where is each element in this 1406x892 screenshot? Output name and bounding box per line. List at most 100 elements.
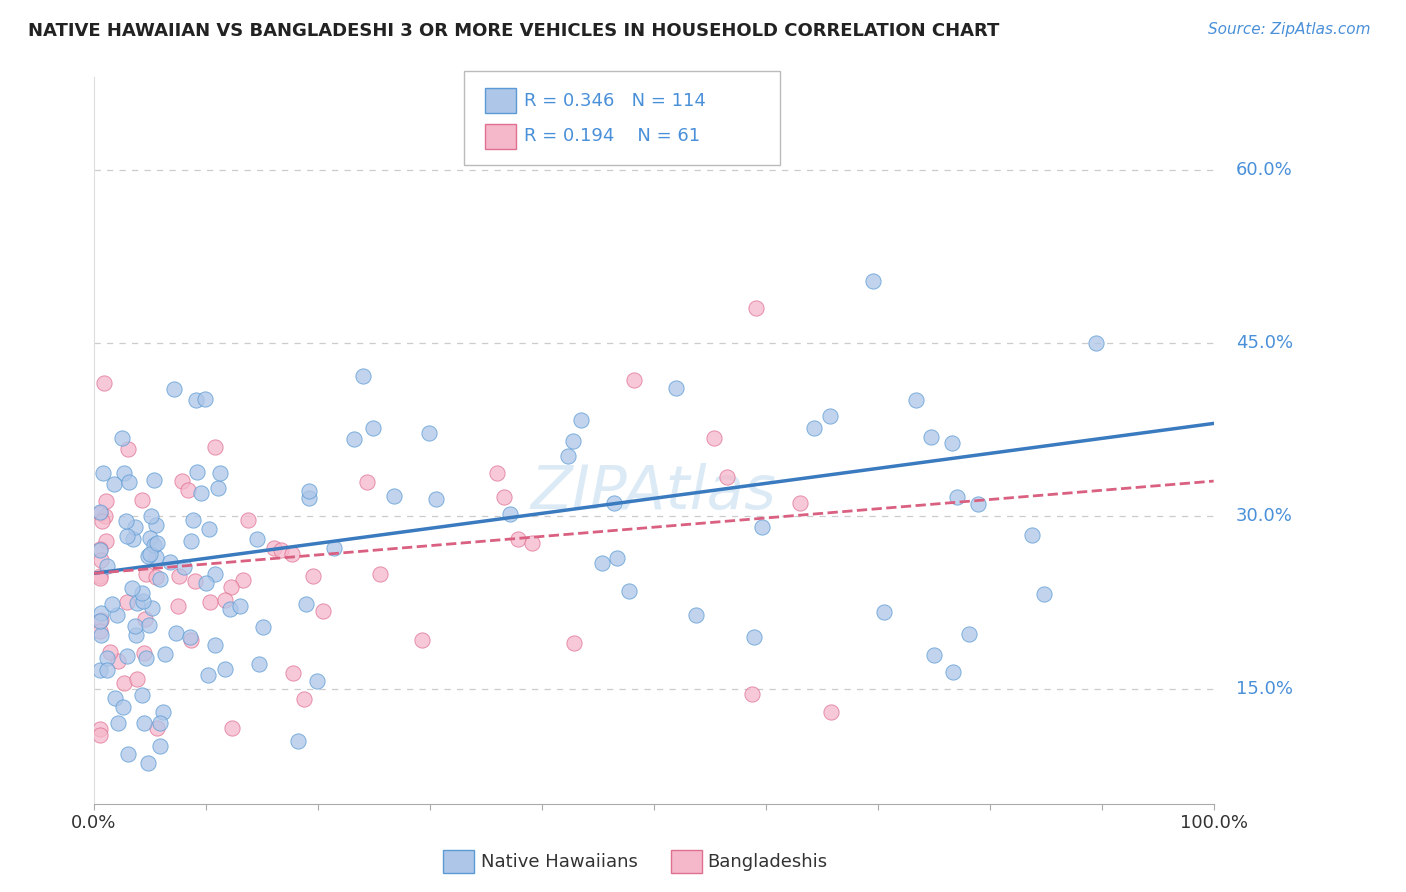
Point [232, 573, 254, 587]
Point [172, 474, 194, 488]
Text: 15.0%: 15.0% [1236, 680, 1294, 698]
Point [135, 566, 157, 581]
Point [184, 574, 207, 588]
Point [263, 541, 285, 555]
Point [557, 449, 579, 463]
Point [194, 392, 217, 407]
Point [103, 476, 125, 491]
Point [89, 614, 111, 628]
Point [803, 420, 825, 434]
Text: Bangladeshis: Bangladeshis [707, 853, 827, 871]
Point [252, 620, 274, 634]
Point [905, 392, 928, 407]
Point [287, 733, 309, 747]
Point [920, 430, 942, 444]
Point [89, 504, 111, 518]
Point [562, 636, 585, 650]
Point [238, 513, 260, 527]
Point [1021, 528, 1043, 542]
Point [107, 715, 129, 730]
Point [131, 688, 153, 702]
Point [125, 672, 148, 686]
Point [112, 467, 135, 481]
Text: NATIVE HAWAIIAN VS BANGLADESHI 3 OR MORE VEHICLES IN HOUSEHOLD CORRELATION CHART: NATIVE HAWAIIAN VS BANGLADESHI 3 OR MORE… [28, 22, 1000, 40]
Point [1085, 336, 1108, 351]
Point [229, 599, 252, 614]
Point [90, 613, 112, 627]
Point [163, 382, 186, 396]
Point [356, 475, 378, 489]
Point [744, 631, 766, 645]
Point [146, 721, 169, 735]
Point [121, 581, 143, 595]
Point [138, 618, 160, 632]
Point [96, 663, 118, 677]
Text: Source: ZipAtlas.com: Source: ZipAtlas.com [1208, 22, 1371, 37]
Point [100, 598, 122, 612]
Point [186, 465, 208, 479]
Point [146, 536, 169, 550]
Point [382, 489, 405, 503]
Point [89, 543, 111, 558]
Point [820, 705, 842, 719]
Point [270, 542, 292, 557]
Point [124, 618, 146, 632]
Point [200, 595, 222, 609]
Point [142, 473, 165, 487]
Point [136, 756, 159, 771]
Point [115, 595, 138, 609]
Point [90, 553, 112, 567]
Point [966, 497, 988, 511]
Point [124, 628, 146, 642]
Point [115, 515, 138, 529]
Point [214, 593, 236, 607]
Point [149, 739, 172, 754]
Point [741, 687, 763, 701]
Text: 45.0%: 45.0% [1236, 334, 1294, 351]
Point [132, 646, 155, 660]
Point [368, 566, 391, 581]
Point [312, 604, 335, 618]
Point [862, 274, 884, 288]
Point [204, 638, 226, 652]
Point [89, 541, 111, 556]
Point [221, 721, 243, 735]
Point [492, 490, 515, 504]
Point [343, 432, 366, 446]
Text: R = 0.194    N = 61: R = 0.194 N = 61 [524, 128, 700, 145]
Point [96, 650, 118, 665]
Point [131, 586, 153, 600]
Point [145, 517, 167, 532]
Point [942, 665, 965, 679]
Point [167, 568, 190, 582]
Point [703, 431, 725, 445]
Point [132, 594, 155, 608]
Point [305, 674, 328, 689]
Point [322, 541, 344, 555]
Point [91, 514, 114, 528]
Point [190, 485, 212, 500]
Text: R = 0.346   N = 114: R = 0.346 N = 114 [524, 92, 706, 110]
Point [301, 568, 323, 582]
Point [361, 420, 384, 434]
Point [922, 648, 945, 662]
Point [180, 632, 202, 647]
Point [204, 441, 226, 455]
Point [107, 654, 129, 668]
Point [115, 648, 138, 663]
Point [139, 531, 162, 545]
Point [135, 650, 157, 665]
Point [281, 547, 304, 561]
Point [207, 482, 229, 496]
Point [134, 611, 156, 625]
Point [214, 662, 236, 676]
Point [180, 534, 202, 549]
Point [93, 376, 115, 390]
Point [751, 520, 773, 534]
Point [246, 532, 269, 546]
Point [104, 690, 127, 705]
Point [569, 413, 592, 427]
Point [957, 627, 980, 641]
Point [145, 570, 167, 584]
Point [149, 572, 172, 586]
